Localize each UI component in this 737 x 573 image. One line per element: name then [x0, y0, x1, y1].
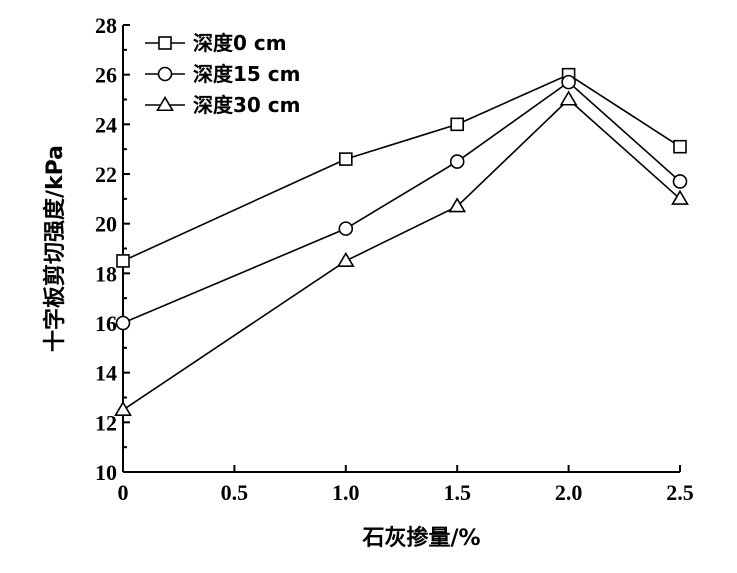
data-point-triangle — [114, 400, 132, 416]
data-point-triangle — [559, 90, 578, 106]
y-tick-label: 20 — [95, 212, 117, 237]
x-axis-label: 石灰掺量/% — [361, 525, 480, 551]
data-point-circle — [672, 174, 688, 189]
y-tick-label: 18 — [95, 261, 117, 286]
data-point-circle — [338, 221, 354, 236]
y-ticks: 10 12 14 16 18 20 22 24 26 28 — [95, 13, 130, 485]
data-point-circle — [561, 74, 576, 90]
x-ticks: 0 0.5 1.0 1.5 2.0 2.5 — [118, 465, 694, 505]
legend-marker-square — [158, 36, 172, 50]
data-point-square — [338, 152, 353, 166]
x-tick-label: 1.0 — [332, 480, 360, 505]
x-tick-label: 2.5 — [666, 480, 694, 505]
x-tick-label: 0.5 — [221, 480, 249, 505]
x-tick-label: 1.5 — [443, 480, 471, 505]
x-tick-label: 0 — [118, 480, 129, 505]
legend-item: 深度15 cm — [145, 62, 301, 86]
x-tick-label: 2.0 — [555, 480, 583, 505]
legend-marker-triangle — [156, 95, 174, 112]
y-tick-label: 14 — [95, 361, 117, 386]
series-triangle — [114, 90, 689, 416]
data-point-square — [116, 254, 130, 268]
legend-label: 深度30 cm — [193, 93, 301, 117]
data-point-square — [673, 139, 687, 154]
data-point-circle — [449, 154, 465, 169]
legend-item: 深度30 cm — [145, 93, 301, 117]
series-circle — [115, 74, 688, 331]
y-tick-label: 26 — [95, 63, 117, 88]
legend: 深度0 cm 深度15 cm 深度30 cm — [145, 31, 301, 117]
y-tick-label: 24 — [95, 112, 117, 137]
series-line — [122, 81, 681, 324]
y-tick-label: 12 — [95, 410, 117, 435]
series-group — [114, 67, 689, 416]
data-point-triangle — [671, 189, 689, 205]
data-point-circle — [115, 315, 131, 331]
y-tick-label: 16 — [95, 311, 117, 336]
data-point-square — [450, 117, 465, 132]
y-tick-label: 10 — [95, 460, 117, 485]
legend-item: 深度0 cm — [145, 31, 287, 55]
legend-label: 深度15 cm — [193, 62, 301, 86]
legend-marker-circle — [157, 66, 173, 82]
y-axis-label: 十字板剪切强度/kPa — [42, 145, 68, 352]
data-point-triangle — [448, 197, 467, 213]
data-point-triangle — [336, 251, 355, 267]
y-tick-label: 22 — [95, 162, 117, 187]
legend-label: 深度0 cm — [193, 31, 287, 55]
series-line — [122, 98, 681, 411]
y-tick-label: 28 — [95, 13, 117, 38]
